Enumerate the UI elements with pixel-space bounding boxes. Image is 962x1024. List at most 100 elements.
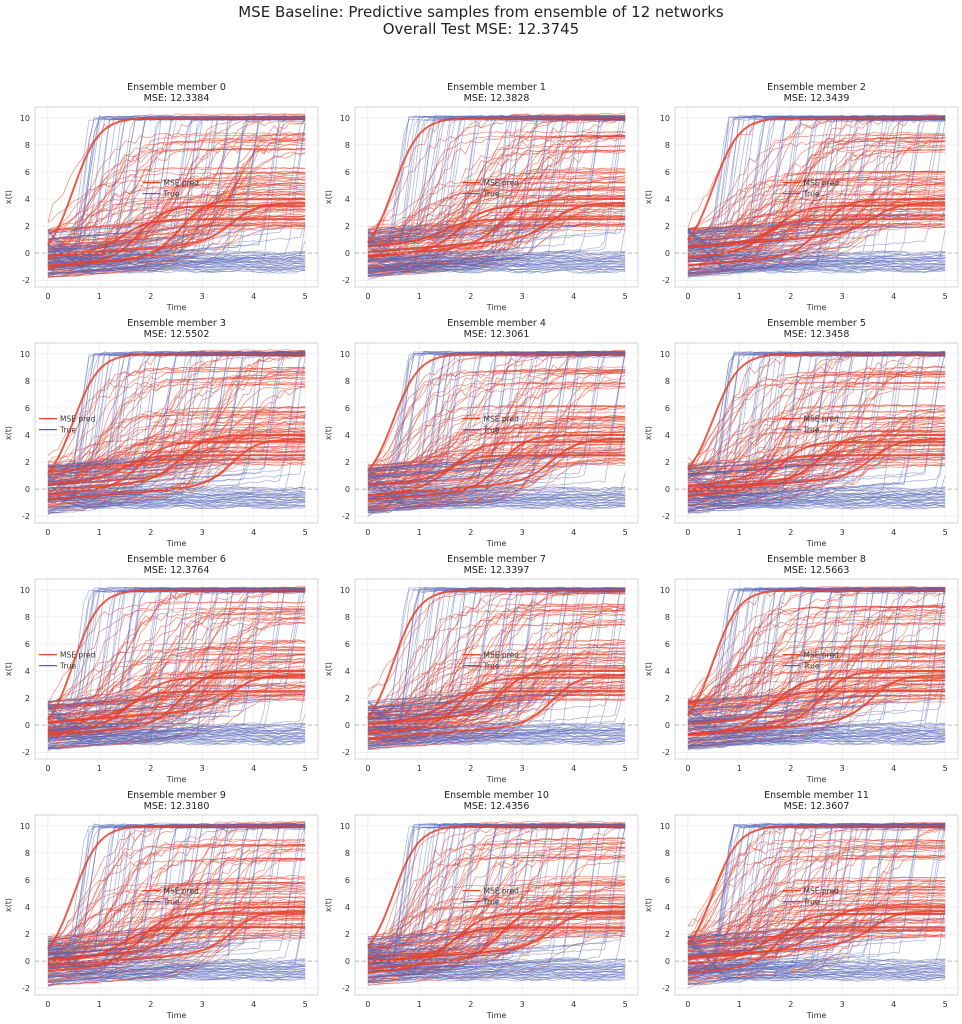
true-line: [687, 468, 946, 496]
true-line: [687, 935, 946, 977]
x-tick-label: 3: [520, 764, 525, 773]
true-line: [47, 488, 306, 510]
true-line: [47, 962, 306, 977]
panel-mse-label: MSE: 12.3439: [784, 93, 850, 104]
x-tick-label: 2: [468, 528, 473, 537]
true-line: [367, 653, 626, 735]
axes-frame: [674, 106, 959, 288]
x-tick-label: 3: [200, 1000, 205, 1009]
true-line: [687, 491, 946, 499]
figure-title-line-2: Overall Test MSE: 12.3745: [382, 20, 580, 38]
pred-line: [47, 186, 306, 249]
true-line: [47, 687, 306, 742]
true-line: [687, 970, 946, 981]
x-axis-label: Time: [486, 1011, 507, 1020]
true-line: [47, 716, 306, 733]
legend: MSE pred True: [39, 651, 96, 671]
pred-line: [47, 151, 306, 255]
true-line: [367, 256, 626, 274]
x-tick-label: 5: [303, 764, 308, 773]
true-line: [367, 967, 626, 979]
true-line: [47, 490, 306, 501]
pred-line: [687, 458, 946, 498]
pred-line-bold: [367, 352, 626, 472]
true-line: [687, 350, 946, 506]
true-line: [367, 706, 626, 738]
true-line: [47, 251, 306, 266]
pred-line: [687, 687, 946, 723]
y-tick-label: -2: [662, 984, 670, 993]
x-tick-label: 4: [891, 764, 896, 773]
pred-line: [687, 912, 946, 953]
true-line: [47, 354, 306, 475]
x-tick-label: 2: [148, 292, 153, 301]
true-line: [367, 586, 626, 709]
true-line: [47, 497, 306, 507]
pred-line: [687, 214, 946, 233]
true-line: [367, 589, 626, 747]
pred-line: [687, 903, 946, 963]
true-line: [47, 900, 306, 985]
true-line: [687, 117, 946, 251]
true-line: [687, 486, 946, 506]
x-tick-label: 0: [685, 1000, 690, 1009]
x-tick-label: 5: [623, 764, 628, 773]
pred-line: [687, 936, 946, 946]
true-line: [47, 722, 306, 737]
pred-line: [47, 215, 306, 247]
true-line: [47, 705, 306, 746]
y-tick-label: 2: [665, 222, 670, 231]
true-line: [367, 961, 626, 976]
pred-line-bold: [47, 670, 306, 736]
pred-line: [367, 694, 626, 716]
pred-line: [367, 929, 626, 975]
pred-line: [687, 645, 946, 731]
pred-line: [47, 457, 306, 486]
true-line: [687, 487, 946, 505]
true-line: [687, 586, 946, 711]
pred-line: [687, 675, 946, 730]
true-line: [367, 350, 626, 492]
pred-line: [367, 837, 626, 953]
pred-line: [687, 610, 946, 736]
pred-line: [47, 591, 306, 743]
pred-line: [687, 140, 946, 260]
true-line: [47, 737, 306, 745]
true-line: [687, 823, 946, 956]
pred-line: [367, 459, 626, 487]
true-line: [47, 826, 306, 956]
pred-line-bold: [367, 670, 626, 726]
y-tick-label: 0: [345, 957, 350, 966]
true-line: [47, 254, 306, 264]
pred-line: [367, 908, 626, 966]
true-line: [47, 265, 306, 272]
true-line: [47, 230, 306, 274]
true-line: [367, 250, 626, 268]
pred-line: [687, 404, 946, 479]
true-line: [687, 826, 946, 953]
x-tick-label: 1: [737, 528, 742, 537]
figure-title: MSE Baseline: Predictive samples from en…: [0, 4, 962, 38]
y-axis-label: x(t): [4, 662, 13, 676]
true-line: [47, 951, 306, 974]
true-line: [47, 487, 306, 499]
true-line: [367, 480, 626, 507]
pred-line: [367, 922, 626, 953]
true-line: [367, 235, 626, 271]
legend: MSE pred True: [782, 415, 839, 435]
pred-line-bold: [687, 198, 946, 267]
true-line: [687, 737, 946, 744]
pred-line: [367, 853, 626, 950]
pred-line: [367, 603, 626, 719]
pred-line: [47, 437, 306, 463]
true-line: [687, 945, 946, 977]
pred-line: [687, 430, 946, 471]
pred-line-bold: [687, 454, 946, 487]
x-tick-label: 0: [365, 528, 370, 537]
true-line: [687, 590, 946, 751]
x-tick-label: 0: [45, 292, 50, 301]
pred-line: [367, 609, 626, 727]
pred-line: [367, 914, 626, 973]
pred-line: [367, 659, 626, 743]
